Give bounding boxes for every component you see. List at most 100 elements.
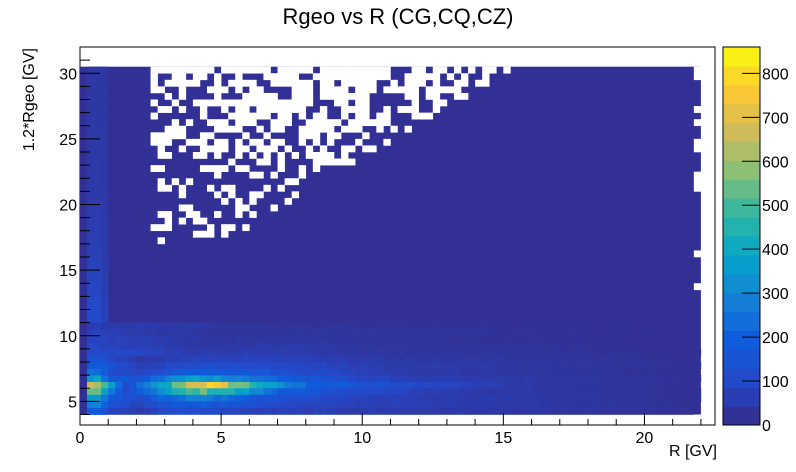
colorbar-segment [723,406,760,426]
heatmap-cell [461,355,469,363]
heatmap-cell-empty [362,119,370,127]
heatmap-cell [94,329,102,337]
heatmap-cell [496,375,504,382]
heatmap-cell [369,394,377,402]
heatmap-cell [101,204,109,212]
heatmap-cell [235,394,243,402]
heatmap-cell [101,211,109,218]
heatmap-cell [164,388,173,396]
heatmap-cell-empty [291,106,300,113]
heatmap-cell [453,362,462,369]
heatmap-cell [341,362,349,369]
heatmap-cell [136,355,144,363]
heatmap-cell [101,381,109,389]
heatmap-cell [517,329,525,337]
heatmap-cell-empty [199,66,208,74]
heatmap-cell [270,375,278,382]
heatmap-cell [87,66,95,74]
heatmap-cell [482,348,490,356]
heatmap-cell [235,388,243,396]
heatmap-cell [559,401,568,409]
heatmap-cell [453,381,462,389]
heatmap-cell [482,368,490,376]
heatmap-cell [312,322,321,330]
heatmap-cell [475,335,483,343]
colorbar-segment [723,179,760,199]
heatmap-cell-empty [284,73,292,81]
heatmap-cell [326,342,335,350]
heatmap-cell [277,342,285,350]
heatmap-cell-empty [319,79,328,87]
heatmap-cell [637,394,645,402]
heatmap-cell-empty [164,224,173,232]
heatmap-cell [595,368,603,376]
heatmap-cell [150,407,158,415]
heatmap-cell [446,381,455,389]
heatmap-cell [517,355,525,363]
heatmap-cell [630,401,638,409]
heatmap-cell [623,375,631,382]
heatmap-cell-empty [341,99,349,107]
heatmap-cell-empty [355,66,363,74]
heatmap-cell [517,388,525,396]
heatmap-cell-empty [214,165,222,172]
heatmap-cell [644,394,652,402]
colorbar-segment [723,254,760,275]
heatmap-cell [545,322,554,330]
heatmap-cell [418,322,427,330]
heatmap-cell-empty [341,145,349,153]
heatmap-cell-empty [319,152,328,159]
heatmap-cell [531,388,539,396]
heatmap-cell-empty [207,224,215,232]
heatmap-cell [101,132,109,140]
colorbar-tick-label: 400 [762,242,789,259]
heatmap-cell-empty [418,73,427,81]
heatmap-cell-empty [326,92,335,100]
heatmap-cell [496,335,504,343]
heatmap-cell-empty [291,178,300,186]
heatmap-cell-empty [446,73,455,81]
heatmap-cell [207,381,215,389]
heatmap-cell-empty [207,99,215,107]
heatmap-cell [171,335,180,343]
heatmap-cell [637,368,645,376]
heatmap-cell-empty [249,79,257,87]
heatmap-cell [362,381,370,389]
heatmap-cell [108,401,116,409]
heatmap-cell [108,375,116,382]
heatmap-cell [355,322,363,330]
heatmap-cell [566,362,575,369]
heatmap-cell [461,368,469,376]
heatmap-cell [602,388,610,396]
heatmap-cell-empty [404,125,412,133]
heatmap-cell-empty [185,119,194,127]
colorbar-segment [723,47,760,67]
heatmap-cell-empty [404,106,412,113]
heatmap-cell [199,394,208,402]
heatmap-cell [524,335,532,343]
heatmap-cell [192,355,201,363]
heatmap-cell [256,394,264,402]
heatmap-cell [432,368,441,376]
heatmap-cell [397,381,405,389]
heatmap-cell [87,381,95,389]
heatmap-cell-empty [228,112,236,120]
heatmap-cell-empty [284,145,292,153]
heatmap-cell [94,79,102,87]
heatmap-cell-empty [178,66,187,74]
heatmap-cell [573,355,582,363]
heatmap-cell [390,394,398,402]
heatmap-cell [573,335,582,343]
heatmap-cell-empty [228,66,236,74]
heatmap-cell-empty [263,99,271,107]
heatmap-cell [101,119,109,127]
heatmap-cell [87,125,95,133]
heatmap-cell [588,362,596,369]
heatmap-cell [129,322,137,330]
heatmap-cell [376,407,384,415]
heatmap-cell [566,329,575,337]
heatmap-cell-empty [461,79,469,87]
heatmap-cell [256,375,264,382]
heatmap-cell [263,355,271,363]
heatmap-cell [531,335,539,343]
